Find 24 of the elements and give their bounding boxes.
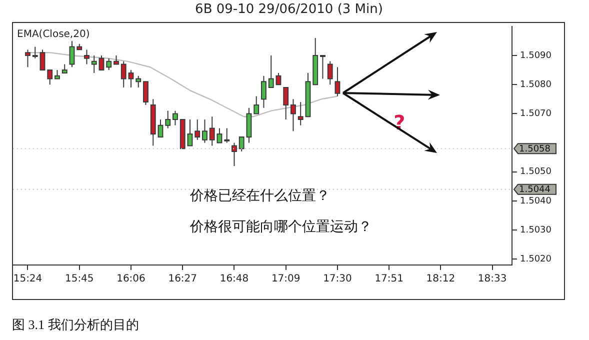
ref-line-label: 1.5058 xyxy=(519,144,551,154)
series-label: EMA(Close,20) xyxy=(17,28,90,40)
y-tick-label: 1.5030 xyxy=(520,225,552,236)
x-tick-label: 17:30 xyxy=(323,274,352,285)
y-tick-label: 1.5040 xyxy=(520,196,552,206)
chart-title: 6B 09-10 29/06/2010 (3 Min) xyxy=(194,2,384,17)
x-tick-label: 16:27 xyxy=(168,274,198,285)
ref-line-label: 1.5044 xyxy=(519,185,551,196)
x-tick-label: 18:12 xyxy=(426,274,456,285)
y-tick-label: 1.5090 xyxy=(520,50,552,61)
x-tick-label: 18:33 xyxy=(478,274,507,285)
y-tick-label: 1.5020 xyxy=(520,254,552,265)
annotation: 价格已经在什么位置？ xyxy=(190,187,330,205)
caption: 图 3.1 我们分析的目的 xyxy=(12,316,139,334)
y-tick-label: 1.5070 xyxy=(520,109,552,120)
x-tick-label: 16:48 xyxy=(220,274,249,285)
x-tick-label: 17:51 xyxy=(374,274,404,285)
y-tick-label: 1.5080 xyxy=(520,80,552,90)
x-tick-label: 16:06 xyxy=(116,274,146,285)
x-tick-label: 15:45 xyxy=(64,274,94,285)
x-tick-label: 15:24 xyxy=(13,274,42,285)
annotation: 价格很可能向哪个位置运动？ xyxy=(190,218,372,236)
x-tick-label: 17:09 xyxy=(271,274,300,285)
y-tick-label: 1.5050 xyxy=(520,167,552,178)
